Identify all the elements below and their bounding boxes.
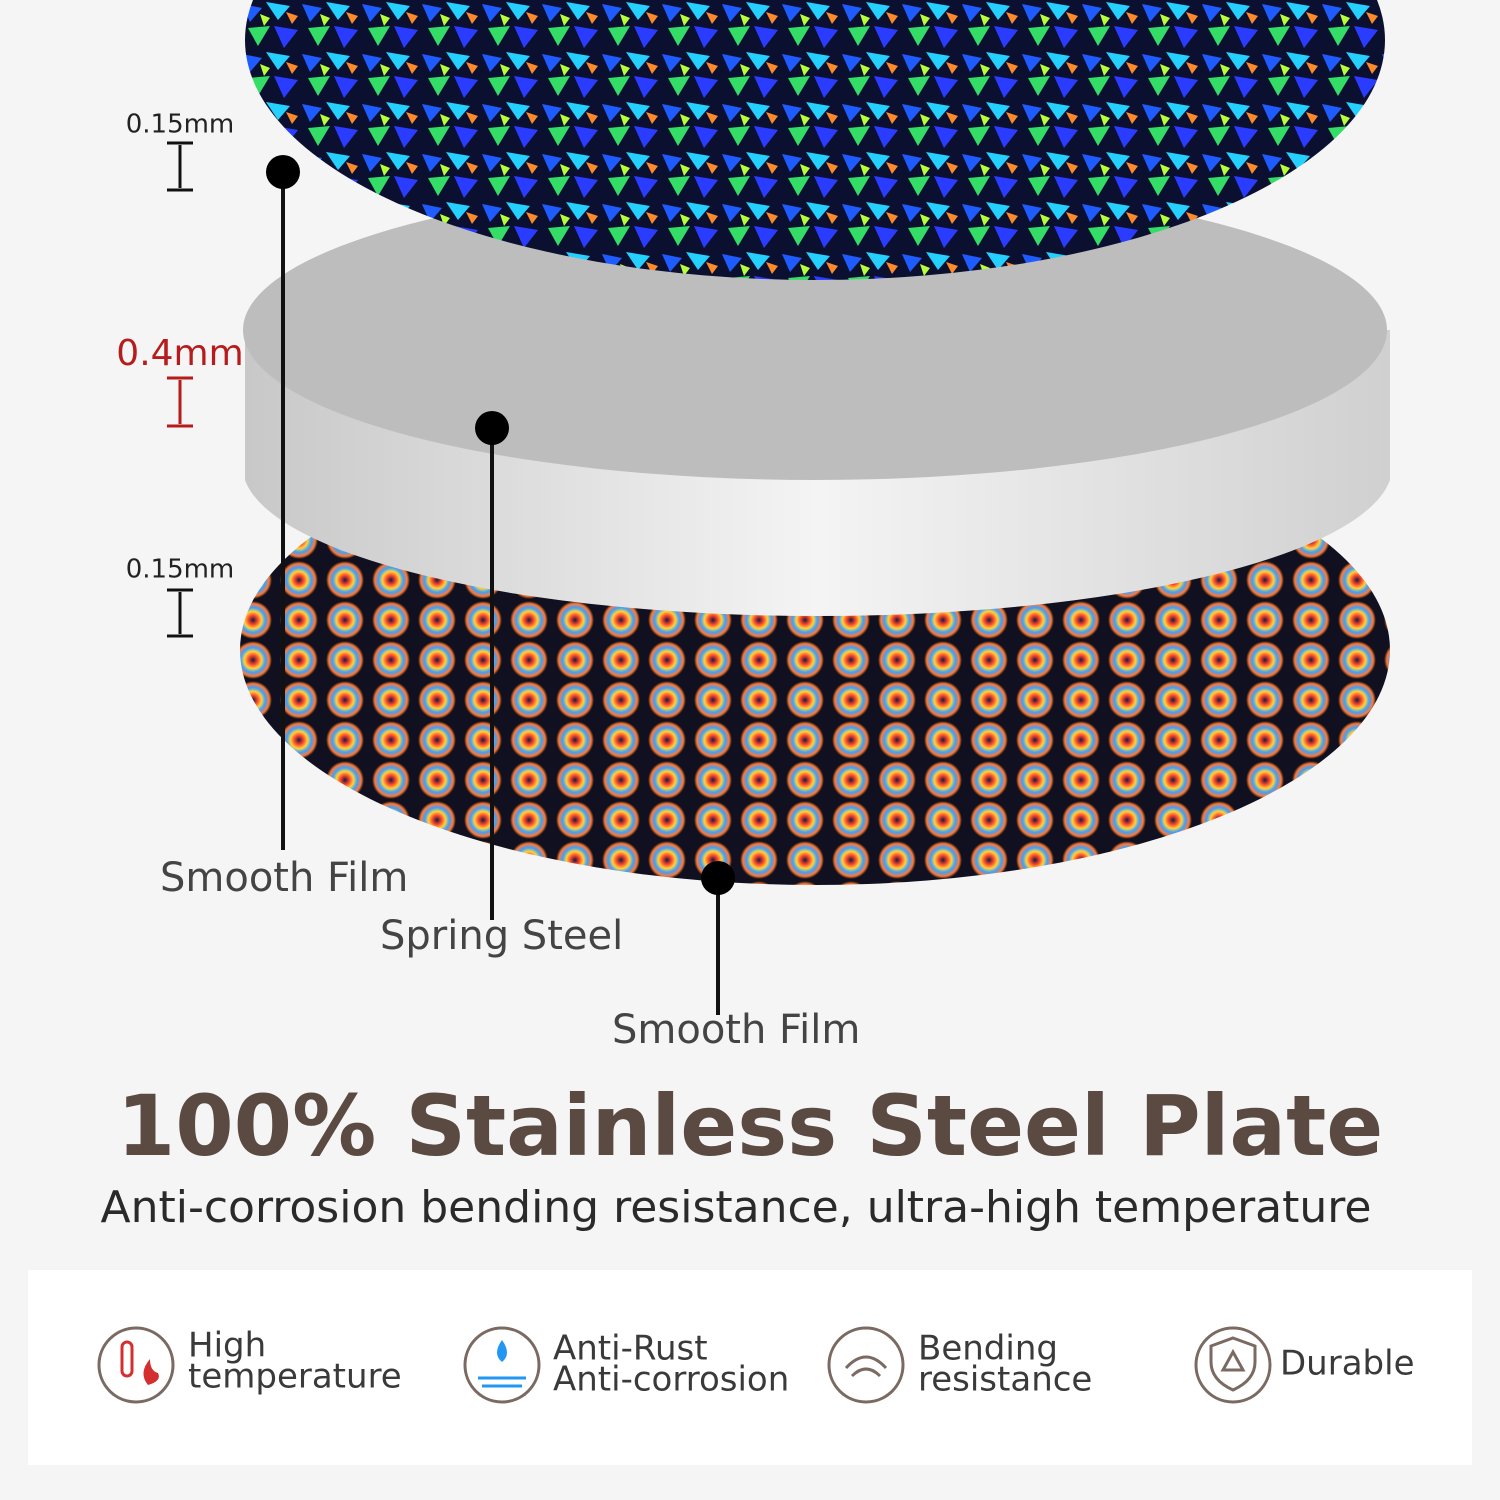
callout-lines <box>281 172 720 1015</box>
feature-label: Anti-corrosion <box>553 1360 789 1400</box>
feature-panel <box>28 1270 1472 1465</box>
dimension-label: 0.4mm <box>116 333 243 374</box>
subtitle: Anti-corrosion bending resistance, ultra… <box>101 1182 1372 1233</box>
feature-label: High <box>188 1326 266 1366</box>
feature-icons <box>97 1326 1272 1404</box>
callout-label: Smooth Film <box>160 855 408 901</box>
callout-label: Spring Steel <box>380 913 623 959</box>
feature-label: resistance <box>918 1360 1092 1400</box>
feature-label: Anti-Rust <box>553 1329 708 1369</box>
dimension-arrows <box>167 141 193 638</box>
dimension-label: 0.15mm <box>126 110 235 140</box>
callout-label: Smooth Film <box>612 1007 860 1053</box>
feature-label: Bending <box>918 1329 1058 1369</box>
spring-steel-top <box>243 180 1387 480</box>
feature-label: temperature <box>188 1357 402 1397</box>
top-film <box>245 0 1385 280</box>
title: 100% Stainless Steel Plate <box>117 1077 1383 1175</box>
dimension-label: 0.15mm <box>126 555 235 585</box>
callout-dots <box>266 155 735 895</box>
feature-label: Durable <box>1280 1344 1415 1384</box>
dimension-arrow-red <box>167 376 193 428</box>
